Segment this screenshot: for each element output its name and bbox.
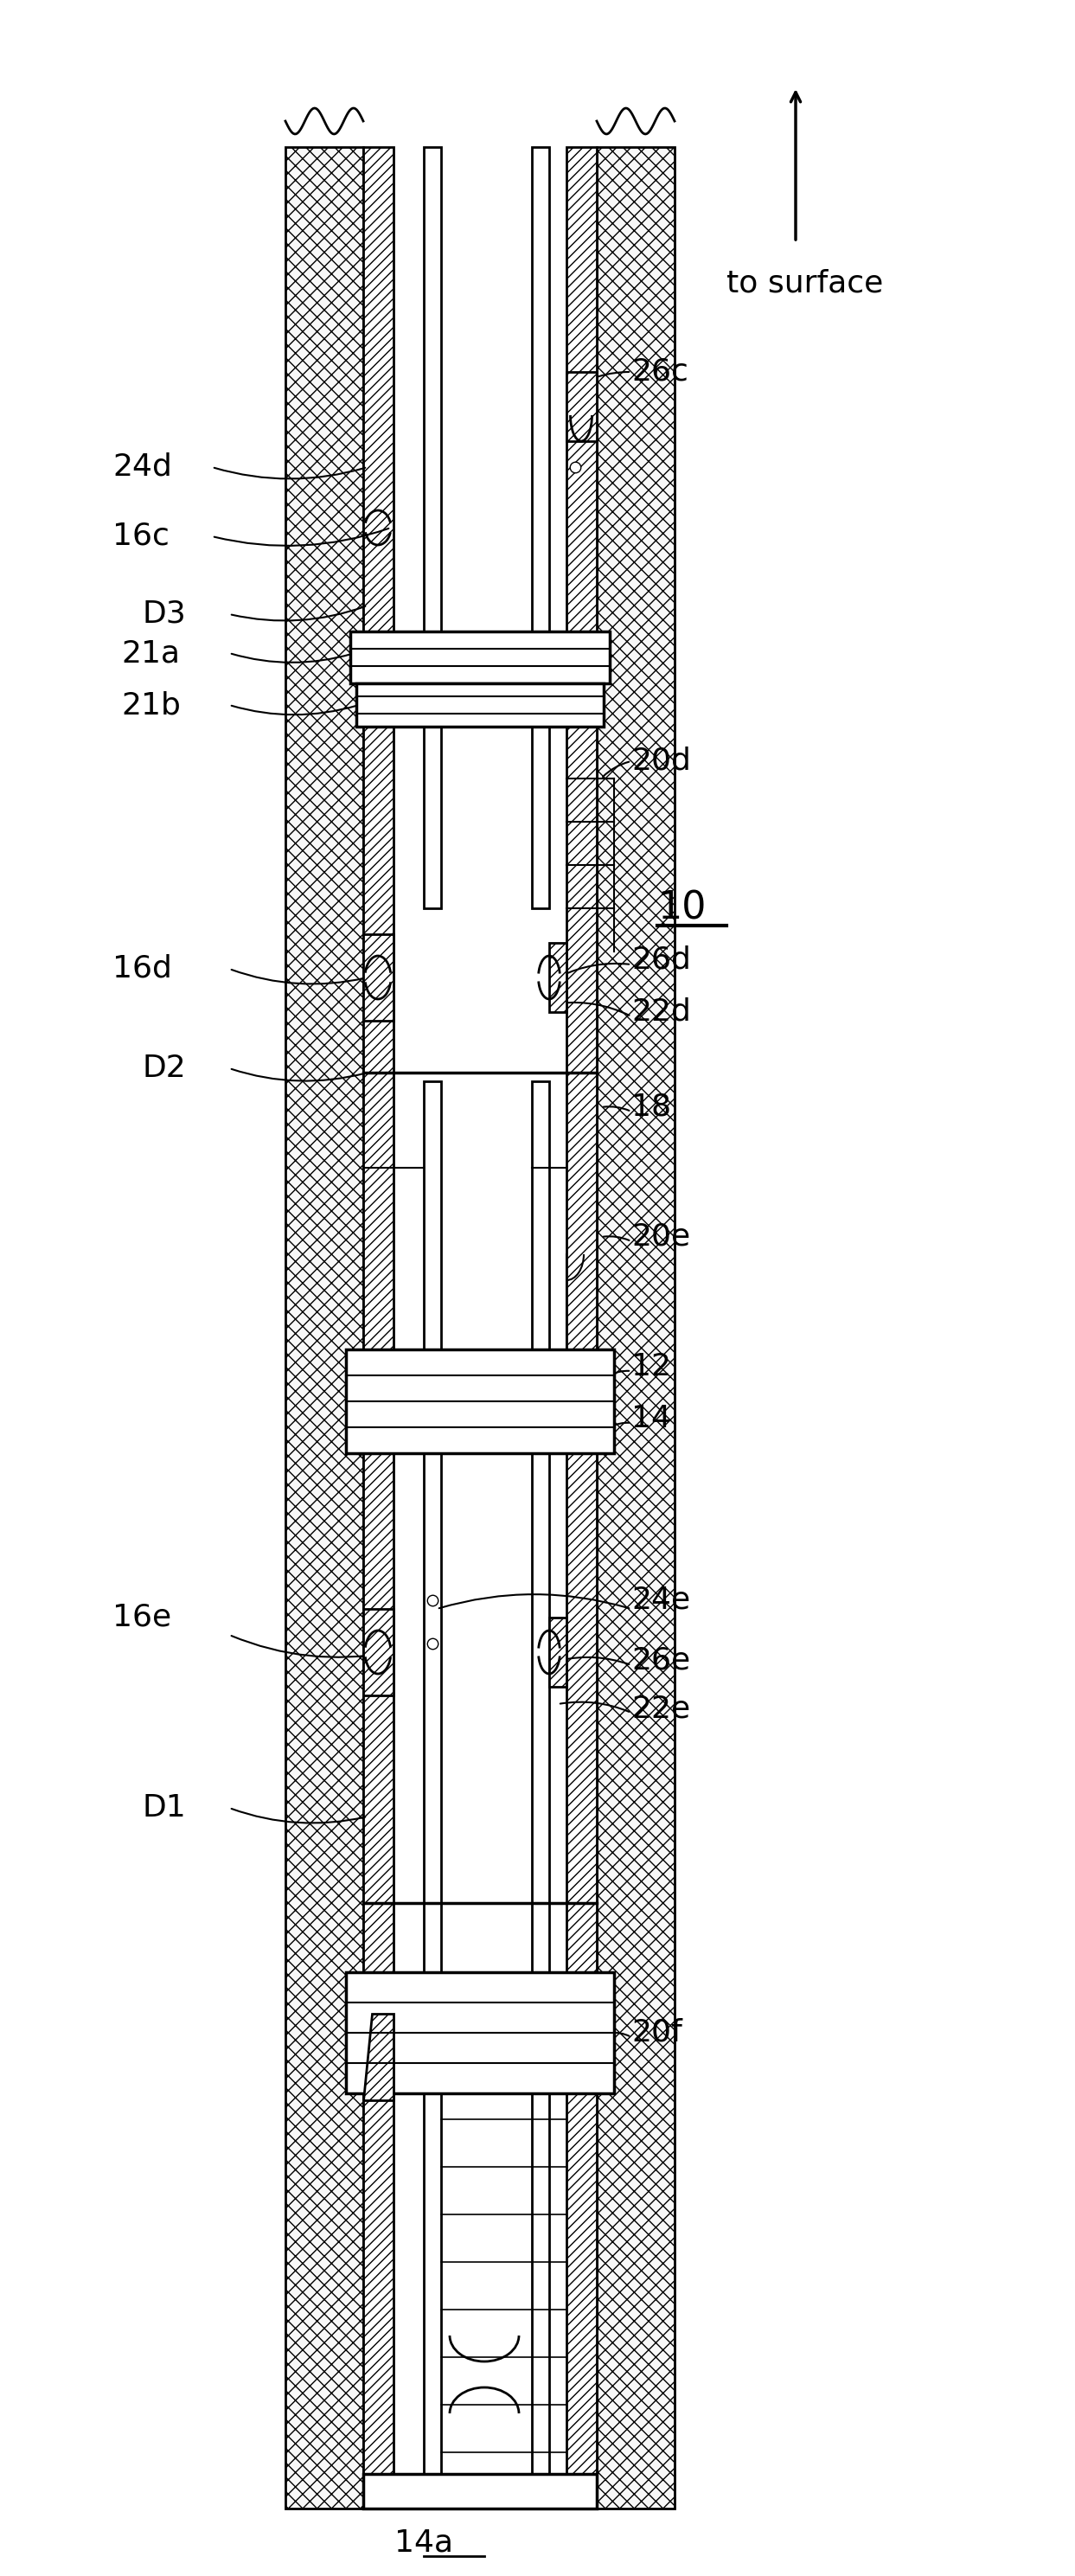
Text: 20e: 20e bbox=[631, 1221, 690, 1252]
Bar bbox=[424, 1082, 441, 1350]
Bar bbox=[532, 2094, 549, 2509]
Bar bbox=[346, 1350, 614, 1453]
Bar bbox=[350, 631, 610, 683]
Text: 12: 12 bbox=[631, 1352, 671, 1381]
Text: D3: D3 bbox=[143, 600, 187, 629]
Bar bbox=[532, 147, 549, 631]
Bar bbox=[424, 1453, 441, 1973]
Bar bbox=[363, 935, 393, 1020]
Text: D1: D1 bbox=[143, 1793, 187, 1824]
Bar bbox=[549, 1618, 567, 1687]
Text: 14: 14 bbox=[631, 1404, 671, 1432]
Bar bbox=[346, 1973, 614, 2094]
Text: 24d: 24d bbox=[113, 453, 172, 482]
Text: 26e: 26e bbox=[631, 1646, 690, 1674]
Bar bbox=[285, 147, 363, 2509]
Text: 26c: 26c bbox=[631, 358, 688, 386]
Text: 10: 10 bbox=[657, 889, 706, 927]
Text: 18: 18 bbox=[631, 1092, 671, 1123]
Text: 16c: 16c bbox=[113, 520, 170, 551]
Text: 20d: 20d bbox=[631, 747, 691, 775]
Text: 14a: 14a bbox=[395, 2530, 454, 2558]
Bar bbox=[567, 371, 597, 440]
Bar bbox=[424, 726, 441, 909]
Bar bbox=[424, 2094, 441, 2509]
Text: 22d: 22d bbox=[631, 997, 691, 1028]
Bar bbox=[549, 943, 567, 1012]
Text: 16d: 16d bbox=[113, 953, 172, 984]
Text: 16e: 16e bbox=[113, 1602, 171, 1633]
Text: D2: D2 bbox=[143, 1054, 187, 1082]
Text: 20f: 20f bbox=[631, 2017, 683, 2048]
Bar bbox=[363, 2473, 597, 2509]
Text: to surface: to surface bbox=[727, 268, 884, 299]
Bar bbox=[532, 726, 549, 909]
Text: 26d: 26d bbox=[631, 945, 691, 974]
Bar bbox=[532, 1082, 549, 1350]
Bar bbox=[363, 1610, 393, 1695]
Text: 22e: 22e bbox=[631, 1692, 690, 1723]
Bar bbox=[424, 147, 441, 631]
Bar bbox=[597, 147, 675, 2509]
Bar bbox=[567, 147, 597, 2509]
Bar bbox=[356, 683, 604, 726]
Bar bbox=[532, 1453, 549, 1973]
Polygon shape bbox=[363, 2014, 393, 2099]
Text: 24e: 24e bbox=[631, 1587, 690, 1615]
Bar bbox=[363, 147, 393, 2509]
Text: 21b: 21b bbox=[121, 690, 181, 719]
Text: 21a: 21a bbox=[121, 639, 180, 667]
